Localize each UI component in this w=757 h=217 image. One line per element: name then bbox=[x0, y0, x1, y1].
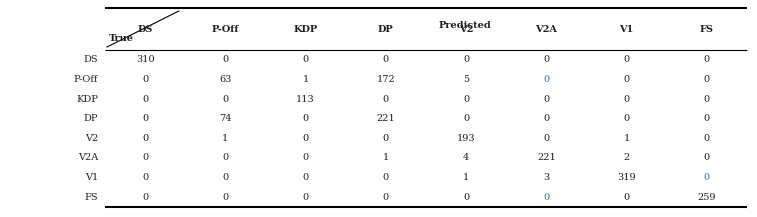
Text: 0: 0 bbox=[383, 193, 389, 202]
Text: 0: 0 bbox=[704, 134, 710, 143]
Text: FS: FS bbox=[84, 193, 98, 202]
Text: 0: 0 bbox=[463, 95, 469, 104]
Text: 0: 0 bbox=[704, 114, 710, 123]
Text: 0: 0 bbox=[463, 114, 469, 123]
Text: 0: 0 bbox=[704, 173, 710, 182]
Text: 310: 310 bbox=[136, 55, 154, 64]
Text: P-Off: P-Off bbox=[73, 75, 98, 84]
Text: 0: 0 bbox=[463, 55, 469, 64]
Text: 5: 5 bbox=[463, 75, 469, 84]
Text: 0: 0 bbox=[142, 95, 148, 104]
Text: 221: 221 bbox=[537, 153, 556, 163]
Text: 0: 0 bbox=[142, 114, 148, 123]
Text: 0: 0 bbox=[544, 55, 550, 64]
Text: 0: 0 bbox=[624, 55, 630, 64]
Text: 0: 0 bbox=[303, 134, 309, 143]
Text: V1: V1 bbox=[619, 25, 634, 33]
Text: 0: 0 bbox=[704, 153, 710, 163]
Text: 2: 2 bbox=[624, 153, 630, 163]
Text: KDP: KDP bbox=[76, 95, 98, 104]
Text: 0: 0 bbox=[142, 134, 148, 143]
Text: FS: FS bbox=[700, 25, 714, 33]
Text: 259: 259 bbox=[698, 193, 716, 202]
Text: 0: 0 bbox=[303, 153, 309, 163]
Text: 319: 319 bbox=[617, 173, 636, 182]
Text: 0: 0 bbox=[704, 95, 710, 104]
Text: 0: 0 bbox=[704, 75, 710, 84]
Text: 0: 0 bbox=[383, 55, 389, 64]
Text: 0: 0 bbox=[303, 173, 309, 182]
Text: 0: 0 bbox=[223, 55, 229, 64]
Text: 0: 0 bbox=[223, 193, 229, 202]
Text: 0: 0 bbox=[223, 173, 229, 182]
Text: KDP: KDP bbox=[294, 25, 318, 33]
Text: 0: 0 bbox=[544, 75, 550, 84]
Text: 74: 74 bbox=[219, 114, 232, 123]
Text: 0: 0 bbox=[544, 134, 550, 143]
Text: V2A: V2A bbox=[535, 25, 557, 33]
Text: 0: 0 bbox=[383, 173, 389, 182]
Text: DP: DP bbox=[378, 25, 394, 33]
Text: DP: DP bbox=[83, 114, 98, 123]
Text: Predicted: Predicted bbox=[438, 21, 491, 31]
Text: 0: 0 bbox=[223, 153, 229, 163]
Text: 0: 0 bbox=[383, 134, 389, 143]
Text: 0: 0 bbox=[544, 193, 550, 202]
Text: 0: 0 bbox=[142, 153, 148, 163]
Text: 0: 0 bbox=[303, 114, 309, 123]
Text: 193: 193 bbox=[456, 134, 475, 143]
Text: 0: 0 bbox=[142, 173, 148, 182]
Text: 0: 0 bbox=[544, 95, 550, 104]
Text: 0: 0 bbox=[544, 114, 550, 123]
Text: 0: 0 bbox=[624, 114, 630, 123]
Text: 0: 0 bbox=[303, 55, 309, 64]
Text: 4: 4 bbox=[463, 153, 469, 163]
Text: 0: 0 bbox=[704, 55, 710, 64]
Text: V2A: V2A bbox=[78, 153, 98, 163]
Text: 0: 0 bbox=[303, 193, 309, 202]
Text: 1: 1 bbox=[463, 173, 469, 182]
Text: 0: 0 bbox=[383, 95, 389, 104]
Text: 0: 0 bbox=[624, 75, 630, 84]
Text: 1: 1 bbox=[383, 153, 389, 163]
Text: 0: 0 bbox=[624, 193, 630, 202]
Text: V1: V1 bbox=[85, 173, 98, 182]
Text: 0: 0 bbox=[463, 193, 469, 202]
Text: DS: DS bbox=[138, 25, 153, 33]
Text: 1: 1 bbox=[624, 134, 630, 143]
Text: V2: V2 bbox=[85, 134, 98, 143]
Text: 63: 63 bbox=[220, 75, 232, 84]
Text: 172: 172 bbox=[376, 75, 395, 84]
Text: P-Off: P-Off bbox=[212, 25, 239, 33]
Text: V2: V2 bbox=[459, 25, 473, 33]
Text: 0: 0 bbox=[142, 75, 148, 84]
Text: 0: 0 bbox=[624, 95, 630, 104]
Text: True: True bbox=[109, 33, 134, 43]
Text: 0: 0 bbox=[142, 193, 148, 202]
Text: 221: 221 bbox=[376, 114, 395, 123]
Text: DS: DS bbox=[83, 55, 98, 64]
Text: 1: 1 bbox=[223, 134, 229, 143]
Text: 0: 0 bbox=[223, 95, 229, 104]
Text: 3: 3 bbox=[544, 173, 550, 182]
Text: 113: 113 bbox=[296, 95, 315, 104]
Text: 1: 1 bbox=[303, 75, 309, 84]
